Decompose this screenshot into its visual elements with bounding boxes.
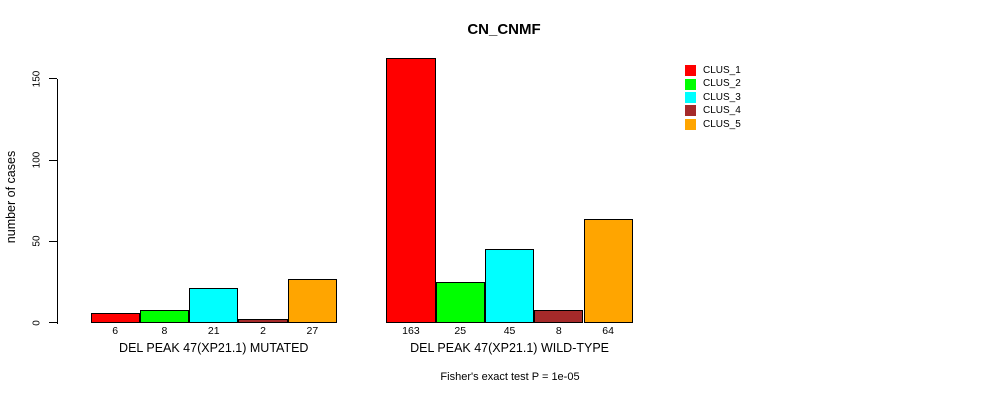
y-axis-tick-label: 50 bbox=[31, 235, 43, 247]
bar-clus_4 bbox=[534, 309, 584, 323]
legend-item: CLUS_1 bbox=[685, 64, 741, 77]
legend-label: CLUS_5 bbox=[703, 118, 741, 130]
fisher-test-annotation: Fisher's exact test P = 1e-05 bbox=[440, 371, 580, 383]
bar-clus_3 bbox=[189, 288, 239, 323]
legend-label: CLUS_1 bbox=[703, 65, 741, 76]
legend-label: CLUS_3 bbox=[703, 91, 741, 103]
legend-item: CLUS_3 bbox=[685, 91, 741, 104]
legend-swatch bbox=[685, 105, 696, 117]
bar-value-label: 27 bbox=[306, 324, 319, 337]
group-label: DEL PEAK 47(XP21.1) WILD-TYPE bbox=[410, 340, 610, 355]
legend-label: CLUS_2 bbox=[703, 78, 741, 90]
bar-clus_1 bbox=[386, 57, 436, 323]
group-label: DEL PEAK 47(XP21.1) MUTATED bbox=[119, 340, 309, 355]
y-axis-line bbox=[57, 78, 58, 324]
bar-value-label: 2 bbox=[260, 324, 266, 337]
bar-value-label: 6 bbox=[112, 324, 119, 337]
y-axis-tick-label: 150 bbox=[31, 70, 43, 88]
bar-clus_2 bbox=[435, 281, 485, 323]
legend-swatch bbox=[685, 78, 696, 90]
bar-value-label: 45 bbox=[503, 324, 516, 337]
legend-item: CLUS_5 bbox=[685, 118, 741, 131]
bar-clus_4 bbox=[238, 319, 288, 323]
bar-value-label: 21 bbox=[207, 324, 220, 337]
legend-label: CLUS_4 bbox=[703, 105, 741, 117]
y-axis-tick bbox=[49, 159, 57, 161]
bar-value-label: 25 bbox=[454, 324, 467, 337]
y-axis-tick bbox=[49, 240, 57, 242]
y-axis-tick-label: 100 bbox=[31, 151, 43, 169]
legend-item: CLUS_4 bbox=[685, 104, 741, 117]
y-axis-title: number of cases bbox=[4, 150, 18, 244]
legend-swatch bbox=[685, 118, 696, 130]
bar-value-label: 8 bbox=[161, 324, 168, 337]
legend: CLUS_1 CLUS_2 CLUS_3 CLUS_4 CLUS_5 bbox=[685, 64, 741, 131]
bar-clus_1 bbox=[90, 312, 140, 323]
bar-clus_5 bbox=[287, 278, 337, 323]
legend-swatch bbox=[685, 65, 696, 77]
y-axis-tick bbox=[49, 78, 57, 80]
chart-title: CN_CNMF bbox=[467, 21, 541, 38]
legend-item: CLUS_2 bbox=[685, 77, 741, 90]
bar-clus_3 bbox=[484, 249, 535, 323]
y-axis-tick-label: 0 bbox=[31, 319, 43, 326]
bar-value-label: 64 bbox=[602, 324, 614, 337]
y-axis-tick bbox=[49, 322, 57, 323]
bar-clus_2 bbox=[139, 309, 190, 323]
bar-value-label: 8 bbox=[555, 324, 562, 337]
bar-clus_5 bbox=[583, 218, 633, 323]
bar-value-label: 163 bbox=[402, 324, 420, 337]
legend-swatch bbox=[685, 91, 696, 103]
